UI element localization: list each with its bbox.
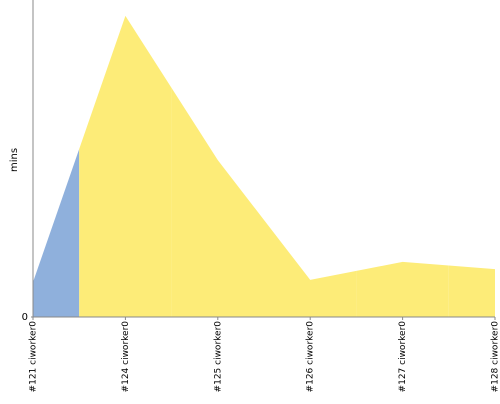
area-segment <box>264 220 356 317</box>
x-tick-label: #127 ciworker0 <box>398 321 408 393</box>
x-tick-label: #124 ciworker0 <box>121 321 131 393</box>
y-tick-label: 0 <box>22 312 28 323</box>
area-segment <box>449 265 495 317</box>
x-tick-label: #121 ciworker0 <box>29 321 39 393</box>
y-axis-label: mins <box>9 148 20 172</box>
x-tick-label: #125 ciworker0 <box>213 321 223 393</box>
x-tick-label: #126 ciworker0 <box>306 321 316 393</box>
area-segment <box>33 149 79 317</box>
x-tick-label: #128 ciworker0 <box>491 321 500 393</box>
area-segment <box>172 88 264 317</box>
area-segment <box>79 16 171 317</box>
area-segment <box>356 262 448 317</box>
